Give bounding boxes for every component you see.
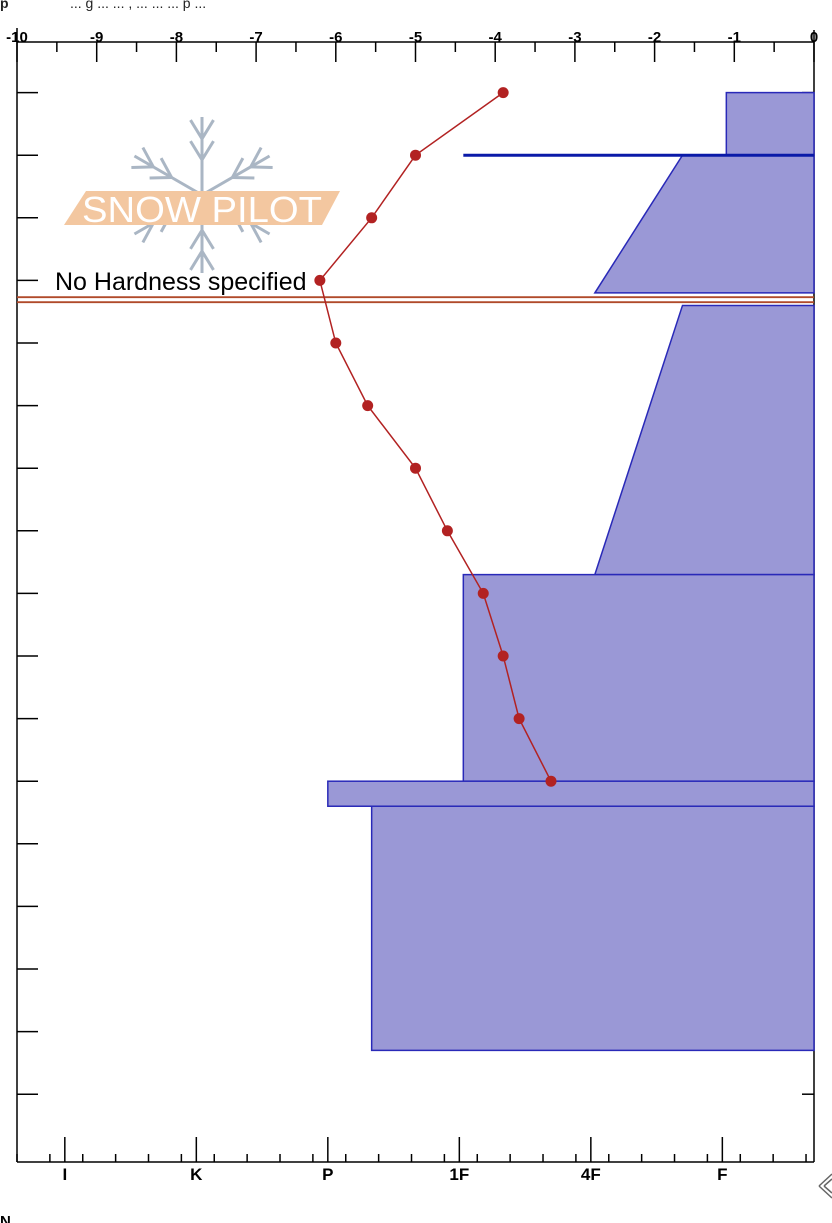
profile-point (477, 587, 489, 599)
profile-line (319, 91, 552, 782)
snowflake-arm (133, 154, 203, 197)
scroll-chevron-icon[interactable] (818, 1173, 832, 1199)
header-prefix: p (0, 0, 9, 11)
hardness-layer (327, 780, 815, 807)
bottom-hardness-label: F (717, 1165, 727, 1184)
profile-point (497, 650, 509, 662)
profile-point (545, 775, 557, 787)
logo-banner (64, 191, 340, 225)
layer-markers (17, 153, 814, 304)
bottom-hardness-label: K (190, 1165, 203, 1184)
snowflake-branch (149, 175, 172, 180)
hardness-layer (593, 154, 815, 294)
header-text: ... g ... ... , ... ... ... p ... (70, 0, 206, 11)
snowflake-branch (249, 222, 263, 244)
profile-point (362, 400, 374, 412)
hardness-layer (725, 91, 815, 156)
profile-point (410, 462, 421, 474)
profile-point (366, 212, 378, 224)
snowflake-branch (200, 250, 215, 271)
snowflake-branch (189, 140, 204, 161)
hardness-layer (593, 304, 815, 576)
snowflake-branch (232, 175, 255, 180)
snowflake-branch (141, 222, 155, 244)
snowflake-branch (189, 229, 204, 250)
top-axis-labels: -10-9-8-7-6-5-4-3-2-10 (6, 29, 818, 46)
no-hardness-annotation: No Hardness specified (55, 268, 307, 296)
snowflake-branch (131, 165, 154, 170)
snowflake-branch (249, 146, 263, 168)
snowflake-branch (159, 157, 173, 179)
snowflake-arm (201, 154, 271, 197)
bottom-hardness-label: 1F (449, 1165, 469, 1184)
bottom-hardness-label: P (322, 1165, 333, 1184)
profile-point (441, 525, 453, 537)
bottom-hardness-axis: I K P 1F 4F F (16, 1137, 807, 1184)
logo-text: SNOW PILOT (82, 189, 322, 230)
profile-point (410, 149, 421, 161)
notes-label: N (0, 1213, 11, 1223)
profile-series (314, 87, 557, 787)
profile-point (314, 274, 326, 286)
snowflake-branch (250, 165, 273, 170)
snowflake-branch (231, 157, 245, 179)
snowflake-branch (189, 119, 204, 140)
snowflake-branch (200, 229, 215, 250)
bottom-hardness-label: 4F (581, 1165, 601, 1184)
snowflake-branch (141, 146, 155, 168)
snowflake-branch (200, 119, 215, 140)
hardness-layer (370, 805, 815, 1052)
hardness-layers (327, 91, 815, 1052)
profile-point (513, 713, 525, 725)
snowflake-branch (189, 250, 204, 271)
bottom-hardness-label: I (62, 1165, 67, 1184)
hardness-layer (462, 573, 815, 782)
snowflake-branch (200, 140, 215, 161)
profile-point (497, 87, 509, 99)
snow-pilot-logo: SNOW PILOT (64, 117, 340, 273)
profile-point (330, 337, 342, 349)
